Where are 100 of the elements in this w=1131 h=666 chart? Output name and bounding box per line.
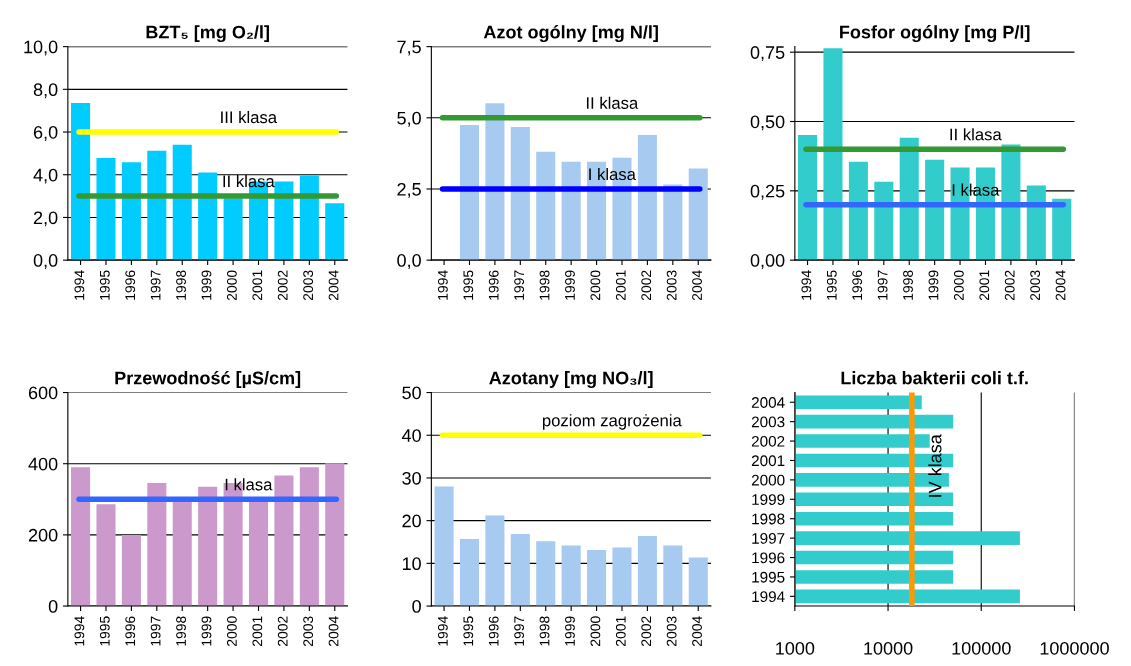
y-tick-label: 20 xyxy=(402,514,421,528)
bar xyxy=(485,103,505,261)
y-tick-label: 0,00 xyxy=(750,254,785,269)
x-tick-label: 1997 xyxy=(877,270,888,300)
x-tick-label: 1994 xyxy=(801,270,812,300)
y-tick-label: 400 xyxy=(28,457,58,471)
x-tick-label: 2002 xyxy=(277,270,288,301)
y-tick-label: 6,0 xyxy=(33,125,58,141)
y-tick-label: 4,0 xyxy=(33,168,58,184)
x-tick-label: 2000 xyxy=(590,616,601,646)
y-tick-label: 200 xyxy=(28,528,58,542)
x-tick-label: 1994 xyxy=(437,270,448,300)
y-tick-label: 1998 xyxy=(752,513,785,525)
x-tick-label: 2001 xyxy=(979,270,990,301)
y-tick-label: 2004 xyxy=(751,397,785,408)
bar xyxy=(688,557,708,607)
x-tick-label: 1998 xyxy=(176,616,186,646)
x-tick-label: 2004 xyxy=(692,270,702,301)
y-tick-label: 1997 xyxy=(752,532,785,544)
bar xyxy=(147,150,167,261)
bar xyxy=(147,482,167,607)
y-tick-label: 0 xyxy=(412,599,421,613)
x-tick-label: 1996 xyxy=(488,616,499,646)
bar xyxy=(459,539,480,607)
x-tick-label: 1995 xyxy=(99,270,110,300)
bar xyxy=(510,126,530,261)
x-tick-label: 2003 xyxy=(303,270,314,301)
y-tick-label: 1994 xyxy=(752,591,785,603)
x-tick-label: 1999 xyxy=(565,616,575,646)
bar xyxy=(798,135,818,261)
bar xyxy=(510,533,530,607)
bar xyxy=(925,159,945,261)
bar xyxy=(459,124,480,261)
x-tick-label: 2002 xyxy=(277,616,288,646)
x-tick-label: 1997 xyxy=(514,616,525,646)
chart-title: Azotany [mg NO₃/l] xyxy=(489,371,653,389)
y-tick-label: 1996 xyxy=(752,552,785,564)
ref-line-label: II klasa xyxy=(223,175,275,188)
y-tick-label: 1995 xyxy=(752,571,785,583)
x-tick-label: 1000 xyxy=(776,641,815,655)
y-tick-label: 600 xyxy=(28,386,58,400)
x-tick-label: 1999 xyxy=(565,270,575,300)
ref-line-label: I klasa xyxy=(952,183,1000,196)
bar xyxy=(561,545,581,607)
bar xyxy=(121,534,141,607)
y-tick-label: 0,50 xyxy=(750,115,785,131)
bar xyxy=(172,500,192,607)
x-tick-label: 2002 xyxy=(1004,270,1015,301)
x-tick-label: 1995 xyxy=(463,270,474,300)
bar xyxy=(1052,198,1072,261)
ref-line-label: poziom zagrożenia xyxy=(542,414,682,430)
x-tick-label: 2003 xyxy=(1030,270,1041,301)
x-tick-label: 1994 xyxy=(74,616,85,646)
x-tick-label: 1996 xyxy=(852,270,863,300)
x-tick-label: 2002 xyxy=(641,270,652,301)
x-tick-label: 1997 xyxy=(150,616,161,646)
x-tick-label: 2004 xyxy=(692,616,702,646)
ref-line-label: III klasa xyxy=(221,110,278,124)
y-tick-label: 5,0 xyxy=(397,111,421,127)
x-tick-label: 1997 xyxy=(514,270,525,300)
y-tick-label: 1999 xyxy=(752,494,785,505)
bar xyxy=(663,184,683,261)
bar xyxy=(299,467,319,607)
bar xyxy=(71,102,91,261)
x-tick-label: 2003 xyxy=(666,616,677,646)
x-tick-label: 1997 xyxy=(150,270,161,300)
x-tick-label: 2001 xyxy=(252,616,263,646)
x-tick-label: 1996 xyxy=(488,270,499,300)
chart-title: Fosfor ogólny [mg P/l] xyxy=(840,25,1030,43)
chart-title: Liczba bakterii coli t.f. xyxy=(841,371,1028,385)
x-tick-label: 2001 xyxy=(615,270,626,301)
x-tick-label: 2000 xyxy=(590,270,601,301)
x-tick-label: 1999 xyxy=(201,270,212,300)
x-tick-label: 2004 xyxy=(328,616,339,646)
y-tick-label: 2003 xyxy=(751,416,785,428)
bar xyxy=(96,504,116,607)
bar xyxy=(325,463,345,607)
x-tick-label: 2000 xyxy=(953,270,964,301)
x-tick-label: 2000 xyxy=(226,270,237,301)
bar xyxy=(71,467,91,607)
x-tick-label: 1995 xyxy=(463,616,474,646)
ref-line-label: IV klasa xyxy=(928,434,942,497)
bar xyxy=(612,547,632,607)
bar xyxy=(561,161,581,261)
x-tick-label: 2004 xyxy=(1055,270,1066,301)
x-tick-label: 2003 xyxy=(303,616,314,646)
x-tick-label: 1998 xyxy=(539,270,550,300)
bar xyxy=(874,181,894,261)
y-tick-label: 2002 xyxy=(751,435,785,447)
bar xyxy=(198,172,218,261)
x-tick-label: 1996 xyxy=(125,616,136,646)
x-tick-label: 1998 xyxy=(903,270,913,300)
bar xyxy=(899,137,919,261)
x-tick-label: 2000 xyxy=(226,616,237,646)
x-tick-label: 1999 xyxy=(928,270,939,300)
bar xyxy=(121,162,141,261)
bar xyxy=(536,541,556,607)
x-tick-label: 1000000 xyxy=(1040,641,1109,655)
y-tick-label: 2000 xyxy=(751,474,785,486)
chart-title: Przewodność [µS/cm] xyxy=(115,370,301,388)
